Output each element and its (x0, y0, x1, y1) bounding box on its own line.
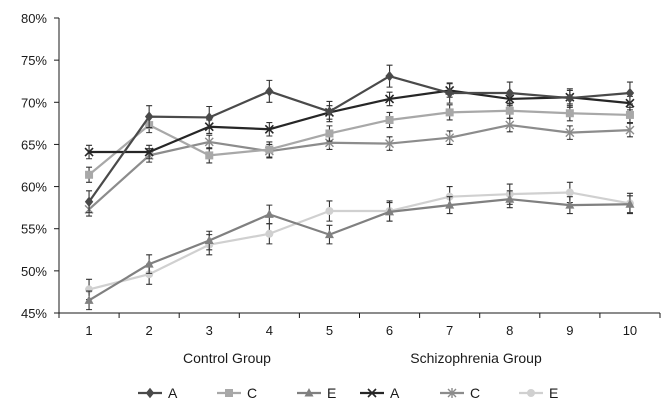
x-tick-label: 9 (566, 323, 573, 338)
data-point (205, 112, 214, 123)
legend-label: A (390, 385, 400, 401)
data-point (625, 125, 635, 136)
x-tick-label: 2 (146, 323, 153, 338)
data-point (265, 145, 274, 154)
data-point (565, 109, 574, 118)
x-tick-label: 10 (623, 323, 637, 338)
data-point (265, 86, 274, 97)
data-point (144, 147, 154, 157)
data-point (384, 94, 395, 104)
data-point (324, 229, 334, 239)
data-point (625, 87, 635, 99)
y-axis-ticks: 45% 50% 55% 60% 65% 70% 75% 80% (21, 11, 59, 321)
data-point (145, 270, 154, 279)
data-point (385, 138, 395, 149)
series-line (88, 75, 631, 203)
data-point (625, 110, 634, 119)
data-point (445, 132, 455, 143)
y-tick-label: 70% (21, 95, 47, 110)
x-tick-label: 5 (326, 323, 333, 338)
y-tick-label: 45% (21, 306, 47, 321)
legend-marker (145, 387, 155, 399)
data-point (565, 200, 575, 209)
data-point (625, 199, 635, 208)
data-point (385, 70, 394, 82)
series-line (88, 123, 630, 211)
legend-label: A (168, 385, 178, 401)
data-point (325, 106, 334, 117)
data-point (205, 151, 214, 160)
data-point (264, 209, 274, 218)
x-tick-label: 6 (386, 323, 393, 338)
legend-marker (304, 388, 314, 397)
data-point (264, 124, 274, 134)
legend-item-2: C (217, 385, 257, 401)
data-point (265, 229, 274, 238)
legend-item-6: E (519, 385, 558, 401)
series-line (88, 191, 631, 291)
x-tick-label: 8 (506, 323, 513, 338)
data-point (144, 111, 154, 122)
legend-item-1: A (138, 385, 178, 401)
series-6 (85, 181, 634, 301)
legend-marker (367, 388, 377, 398)
data-point (325, 129, 334, 138)
x-tick-label: 1 (85, 323, 92, 338)
x-tick-label: 7 (446, 323, 453, 338)
data-point (445, 87, 454, 99)
data-point (445, 200, 455, 209)
data-point (505, 106, 514, 115)
x-tick-label: 4 (266, 323, 273, 338)
data-point (385, 115, 394, 124)
legend-label: C (247, 385, 257, 401)
legend-item-3: E (297, 385, 336, 401)
data-point (144, 259, 154, 268)
y-tick-label: 65% (21, 137, 47, 152)
x-tick-label: 3 (206, 323, 213, 338)
series-5 (84, 117, 635, 217)
data-point (505, 87, 514, 99)
y-tick-label: 50% (21, 264, 47, 279)
legend-label: C (470, 385, 480, 401)
data-point (565, 188, 574, 197)
data-point (84, 295, 94, 304)
data-point (505, 120, 515, 131)
group-labels: Control Group Schizophrenia Group (183, 350, 542, 366)
series-3 (84, 190, 635, 311)
data-point (204, 235, 214, 245)
series-line (89, 89, 631, 154)
legend-label: E (327, 385, 336, 401)
data-point (325, 207, 334, 216)
group-label-control: Control Group (183, 350, 271, 366)
data-point (385, 206, 395, 216)
series-layer (84, 64, 635, 311)
legend-item-5: C (440, 385, 480, 401)
data-point (85, 170, 94, 179)
legend-item-4: A (360, 385, 400, 401)
legend-marker (527, 389, 535, 397)
y-tick-label: 60% (21, 180, 47, 195)
y-tick-label: 80% (21, 11, 47, 26)
x-axis-ticks: 1 2 3 4 5 6 7 8 9 10 (58, 313, 661, 338)
data-point (445, 108, 454, 117)
y-tick-label: 55% (21, 222, 47, 237)
legend-label: E (549, 385, 558, 401)
series-line (88, 198, 630, 302)
group-label-schizophrenia: Schizophrenia Group (410, 350, 542, 366)
legend-marker (447, 388, 457, 398)
y-tick-label: 75% (21, 53, 47, 68)
data-point (505, 194, 515, 203)
series-1 (84, 64, 635, 214)
data-point (565, 127, 575, 138)
data-point (84, 147, 94, 157)
legend-marker (225, 389, 233, 397)
data-point (84, 196, 94, 207)
data-point (565, 92, 575, 104)
data-point (204, 136, 214, 147)
